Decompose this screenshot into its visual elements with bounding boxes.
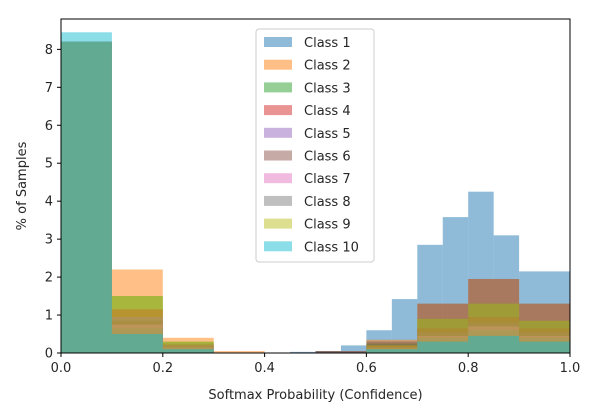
legend-label: Class 2 [304, 59, 351, 74]
bar-class-2-bin-4 [213, 351, 265, 353]
y-tick-label: 7 [45, 81, 53, 96]
y-axis-label: % of Samples [15, 141, 30, 230]
bar-class-6-bin-4 [315, 351, 367, 353]
legend-swatch [264, 195, 292, 206]
legend-swatch [264, 82, 292, 93]
legend-label: Class 8 [304, 195, 351, 210]
x-tick-label: 0.0 [51, 361, 72, 376]
legend-label: Class 5 [304, 127, 351, 142]
bar-class-9-bin-4 [366, 345, 418, 353]
x-tick-label: 0.6 [356, 361, 377, 376]
y-tick-label: 3 [45, 233, 53, 248]
legend-label: Class 9 [304, 218, 351, 233]
bar-class-9-bin-3 [162, 341, 214, 353]
x-tick-label: 0.8 [458, 361, 479, 376]
x-tick-label: 1.0 [560, 361, 581, 376]
x-tick-label: 0.4 [254, 361, 275, 376]
plot-frame [60, 18, 571, 354]
y-tick-label: 1 [45, 309, 53, 324]
y-axis: 0 1 2 3 4 5 6 7 8 [45, 43, 61, 362]
x-axis: 0.0 0.2 0.4 0.6 0.8 1.0 [51, 353, 581, 376]
y-tick-label: 4 [45, 195, 53, 210]
legend-label: Class 10 [304, 240, 359, 255]
bar-class-10-bin-1 [61, 32, 112, 354]
y-tick-label: 0 [45, 347, 53, 362]
bar-class-10-bin-3 [162, 349, 214, 353]
bar-class-10-bin-6 [468, 335, 520, 353]
legend-label: Class 4 [304, 104, 351, 119]
legend-label: Class 6 [304, 150, 351, 165]
legend-swatch [264, 150, 292, 161]
bar-class-1-bin-6 [340, 345, 367, 353]
y-tick-label: 8 [45, 43, 53, 58]
bar-class-10-bin-4 [366, 349, 418, 353]
legend-label: Class 7 [304, 172, 351, 187]
x-tick-label: 0.2 [152, 361, 173, 376]
legend-swatch [264, 105, 292, 116]
y-tick-label: 5 [45, 157, 53, 172]
bar-class-10-bin-7 [519, 341, 570, 353]
legend-swatch [264, 127, 292, 138]
y-tick-label: 2 [45, 271, 53, 286]
legend-label: Class 3 [304, 81, 351, 96]
legend-swatch [264, 37, 292, 47]
bar-class-10-bin-5 [417, 341, 469, 353]
y-tick-label: 6 [45, 119, 53, 134]
x-axis-label: Softmax Probability (Confidence) [208, 388, 422, 403]
bars-layer [61, 32, 570, 354]
legend-swatch [264, 218, 292, 229]
legend-swatch [264, 241, 292, 252]
legend-label: Class 1 [304, 36, 351, 51]
legend-swatch [264, 59, 292, 70]
bar-class-10-bin-2 [111, 334, 163, 353]
legend: Class 1 Class 2 Class 3 Class 4 Class 5 Class… [255, 28, 375, 263]
bar-class-1-bin-4 [290, 351, 316, 353]
legend-swatch [264, 173, 292, 184]
